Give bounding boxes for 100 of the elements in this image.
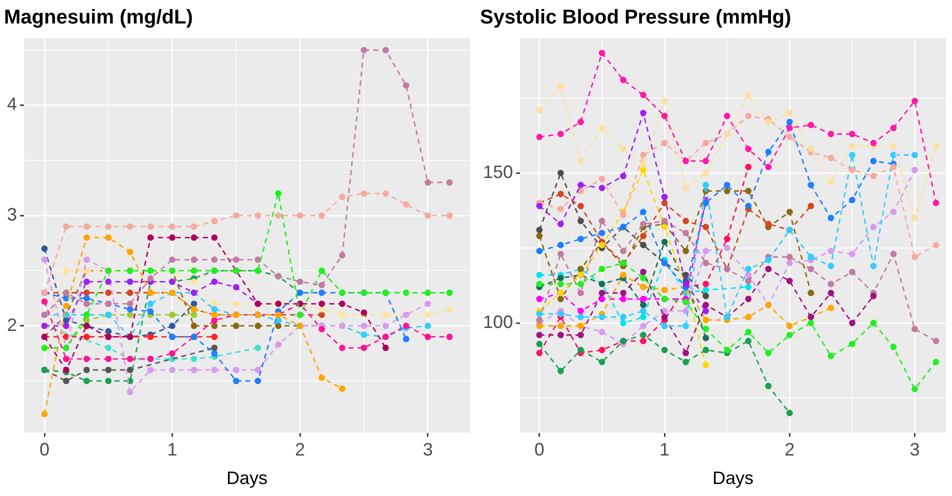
point bbox=[360, 190, 368, 197]
point bbox=[232, 322, 240, 330]
point bbox=[661, 98, 668, 104]
point bbox=[640, 166, 646, 174]
point bbox=[745, 202, 752, 210]
point bbox=[724, 346, 730, 354]
point bbox=[765, 266, 772, 272]
point bbox=[536, 322, 543, 330]
point bbox=[83, 278, 90, 285]
point bbox=[745, 146, 752, 152]
point bbox=[105, 234, 112, 241]
point bbox=[557, 332, 564, 338]
x-tick-label: 2 bbox=[784, 440, 795, 460]
point bbox=[598, 266, 606, 272]
point bbox=[745, 272, 752, 278]
point bbox=[83, 356, 90, 362]
point bbox=[828, 178, 834, 186]
point bbox=[765, 118, 772, 126]
point bbox=[211, 334, 218, 340]
point bbox=[557, 368, 564, 374]
point bbox=[745, 296, 752, 302]
point bbox=[339, 344, 346, 352]
point bbox=[211, 300, 218, 307]
x-tick-label: 2 bbox=[295, 440, 306, 460]
point bbox=[870, 158, 877, 164]
point bbox=[360, 344, 368, 352]
point bbox=[578, 118, 584, 126]
point bbox=[105, 366, 112, 374]
chart-title: Systolic Blood Pressure (mmHg) bbox=[480, 6, 792, 29]
point bbox=[786, 322, 793, 330]
point bbox=[578, 346, 584, 354]
point bbox=[932, 338, 940, 344]
point bbox=[536, 202, 543, 210]
point bbox=[62, 223, 70, 230]
point bbox=[702, 224, 710, 230]
point bbox=[536, 350, 543, 356]
point bbox=[702, 292, 710, 300]
point bbox=[786, 118, 793, 126]
point bbox=[620, 248, 626, 254]
point bbox=[828, 290, 834, 296]
point bbox=[211, 344, 218, 352]
point bbox=[912, 326, 918, 332]
point bbox=[382, 344, 389, 352]
point bbox=[190, 356, 198, 362]
point bbox=[808, 254, 814, 260]
point bbox=[808, 320, 814, 326]
point bbox=[870, 224, 877, 230]
point bbox=[598, 50, 606, 56]
point bbox=[598, 346, 606, 354]
point bbox=[724, 188, 730, 194]
point bbox=[661, 286, 668, 294]
point bbox=[275, 212, 282, 219]
point bbox=[578, 236, 584, 242]
point bbox=[275, 341, 282, 348]
point bbox=[41, 410, 48, 418]
point bbox=[661, 218, 668, 224]
point bbox=[536, 248, 543, 254]
point bbox=[702, 182, 710, 188]
point bbox=[848, 166, 856, 174]
point bbox=[578, 280, 584, 288]
point bbox=[402, 82, 410, 89]
point bbox=[446, 179, 453, 186]
point bbox=[211, 317, 218, 324]
point bbox=[147, 300, 154, 307]
point bbox=[578, 158, 584, 164]
point bbox=[598, 290, 606, 296]
point bbox=[745, 188, 752, 194]
point bbox=[536, 106, 543, 114]
point bbox=[578, 218, 584, 224]
point bbox=[640, 232, 646, 240]
point bbox=[640, 308, 646, 314]
point bbox=[83, 256, 90, 263]
point bbox=[382, 312, 389, 318]
point bbox=[912, 214, 918, 222]
point bbox=[296, 212, 304, 219]
point bbox=[598, 176, 606, 182]
point bbox=[661, 200, 668, 206]
point bbox=[598, 242, 606, 248]
point bbox=[745, 284, 752, 290]
point bbox=[126, 388, 134, 396]
point bbox=[640, 322, 646, 330]
point bbox=[702, 248, 710, 254]
point bbox=[848, 268, 856, 276]
point bbox=[275, 322, 282, 330]
point bbox=[83, 300, 90, 307]
point bbox=[190, 300, 198, 307]
point bbox=[786, 134, 793, 140]
point bbox=[83, 234, 90, 241]
point bbox=[557, 310, 564, 318]
point bbox=[126, 312, 134, 318]
point bbox=[890, 164, 897, 170]
point bbox=[808, 266, 814, 272]
point bbox=[870, 172, 877, 180]
point bbox=[536, 340, 543, 348]
point bbox=[661, 238, 668, 246]
point bbox=[702, 140, 710, 146]
point bbox=[83, 378, 90, 384]
x-axis-title: Days bbox=[712, 468, 754, 488]
point bbox=[702, 316, 710, 324]
point bbox=[870, 320, 877, 326]
